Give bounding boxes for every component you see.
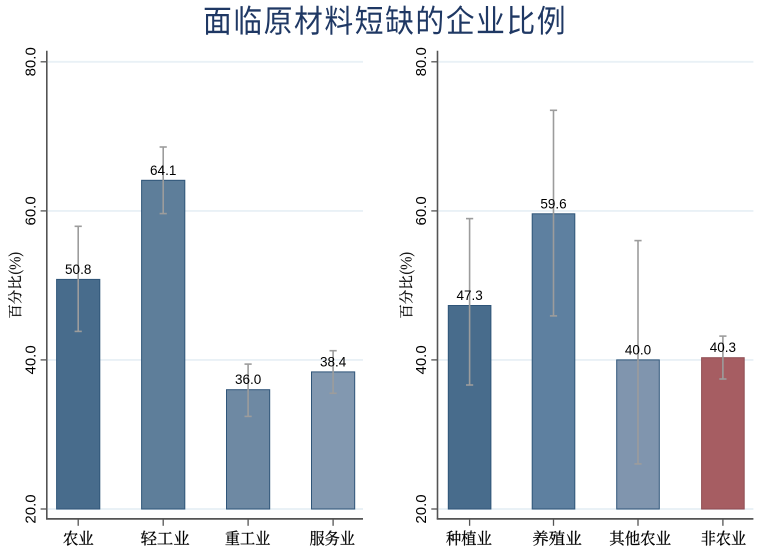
svg-text:59.6: 59.6 [540,196,566,211]
svg-text:80.0: 80.0 [413,47,430,76]
svg-text:40.3: 40.3 [710,340,736,355]
svg-text:38.4: 38.4 [320,354,347,369]
svg-text:40.0: 40.0 [625,342,651,357]
svg-text:40.0: 40.0 [413,345,430,374]
svg-text:50.8: 50.8 [65,262,91,277]
svg-text:60.0: 60.0 [413,196,430,225]
svg-text:36.0: 36.0 [235,372,261,387]
svg-text:47.3: 47.3 [456,288,482,303]
svg-text:64.1: 64.1 [150,163,176,178]
svg-text:40.0: 40.0 [22,345,39,374]
svg-text:80.0: 80.0 [22,47,39,76]
svg-text:20.0: 20.0 [22,494,39,523]
svg-text:60.0: 60.0 [22,196,39,225]
svg-text:20.0: 20.0 [413,494,430,523]
